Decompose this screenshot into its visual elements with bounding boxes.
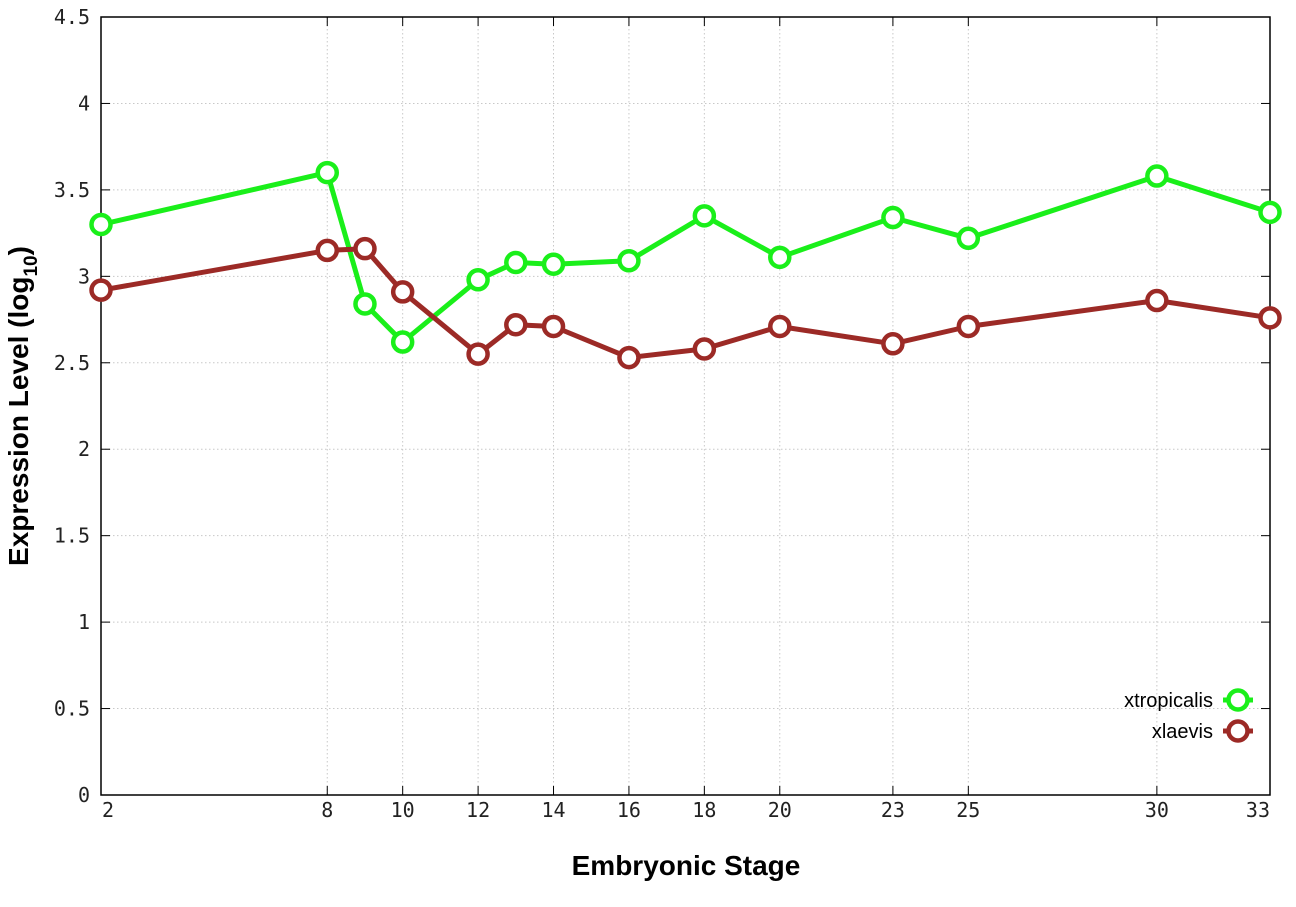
- series-xtropicalis: [89, 160, 1282, 354]
- data-point-xlaevis: [466, 342, 490, 366]
- x-tick-label: 10: [391, 798, 415, 822]
- y-tick-label: 0.5: [54, 697, 90, 721]
- data-point-xtropicalis: [353, 292, 377, 316]
- x-tick-label: 18: [692, 798, 716, 822]
- data-point-xlaevis: [692, 337, 717, 361]
- legend: xtropicalis xlaevis: [1124, 688, 1253, 743]
- series-line-xlaevis: [98, 246, 1273, 361]
- data-point-xtropicalis: [390, 330, 415, 354]
- data-point-xtropicalis: [768, 245, 792, 270]
- data-point-xtropicalis: [315, 160, 340, 185]
- y-tick-label: 2.5: [54, 351, 90, 375]
- x-tick-label: 25: [956, 798, 980, 822]
- legend-marker-xtropicalis: [1226, 688, 1250, 712]
- y-axis-title: Expression Level (log10): [3, 246, 42, 566]
- grid-lines: [101, 17, 1270, 795]
- data-point-xlaevis: [541, 314, 566, 339]
- data-point-xtropicalis: [1145, 164, 1169, 188]
- axis-ticks: [100, 16, 1271, 796]
- data-point-xlaevis: [1258, 306, 1282, 330]
- y-tick-label: 1: [78, 610, 90, 634]
- legend-swatch-xlaevis: [1223, 719, 1253, 743]
- data-point-xlaevis: [504, 312, 528, 337]
- legend-label-xlaevis: xlaevis: [1152, 721, 1213, 743]
- legend-marker-xlaevis: [1226, 719, 1250, 743]
- x-tick-label: 30: [1145, 798, 1169, 822]
- data-point-xlaevis: [315, 238, 340, 263]
- x-tick-label: 2: [102, 798, 114, 822]
- data-point-xtropicalis: [541, 252, 566, 276]
- data-point-xlaevis: [89, 278, 113, 302]
- x-tick-label: 33: [1246, 798, 1270, 822]
- plot-frame: [100, 16, 1271, 796]
- data-point-xtropicalis: [1258, 200, 1282, 225]
- data-point-xlaevis: [617, 345, 641, 370]
- y-tick-label: 4: [78, 91, 90, 115]
- data-point-xtropicalis: [466, 268, 490, 292]
- x-tick-label: 14: [541, 798, 565, 822]
- y-tick-label: 3: [78, 264, 90, 288]
- x-axis-title: Embryonic Stage: [572, 850, 801, 881]
- data-point-xlaevis: [1145, 288, 1169, 313]
- x-tick-label: 8: [321, 798, 333, 822]
- data-point-xlaevis: [956, 314, 981, 339]
- series-layer: [89, 160, 1282, 370]
- x-tick-label: 23: [881, 798, 905, 822]
- series-xlaevis: [89, 236, 1282, 370]
- data-point-xtropicalis: [89, 212, 113, 237]
- legend-label-xtropicalis: xtropicalis: [1124, 690, 1213, 712]
- y-tick-label: 0: [78, 783, 90, 807]
- data-point-xtropicalis: [692, 204, 717, 228]
- y-tick-label: 2: [78, 437, 90, 461]
- x-tick-label: 12: [466, 798, 490, 822]
- data-point-xtropicalis: [881, 205, 905, 230]
- data-point-xlaevis: [768, 314, 792, 339]
- data-point-xtropicalis: [956, 226, 981, 251]
- data-point-xlaevis: [390, 280, 415, 304]
- x-tick-labels: 2 8 10 12 14 16 18 20 23 25 30 33: [102, 798, 1270, 822]
- data-point-xlaevis: [353, 236, 377, 261]
- data-point-xtropicalis: [504, 250, 528, 275]
- y-tick-label: 3.5: [54, 178, 90, 202]
- x-tick-label: 20: [768, 798, 792, 822]
- data-point-xtropicalis: [617, 249, 641, 273]
- x-tick-label: 16: [617, 798, 641, 822]
- y-tick-labels: 0 0.5 1 1.5 2 2.5 3 3.5 4 4.5: [54, 5, 90, 807]
- legend-swatch-xtropicalis: [1223, 688, 1253, 712]
- y-tick-label: 4.5: [54, 5, 90, 29]
- data-point-xlaevis: [881, 332, 905, 356]
- y-tick-label: 1.5: [54, 524, 90, 548]
